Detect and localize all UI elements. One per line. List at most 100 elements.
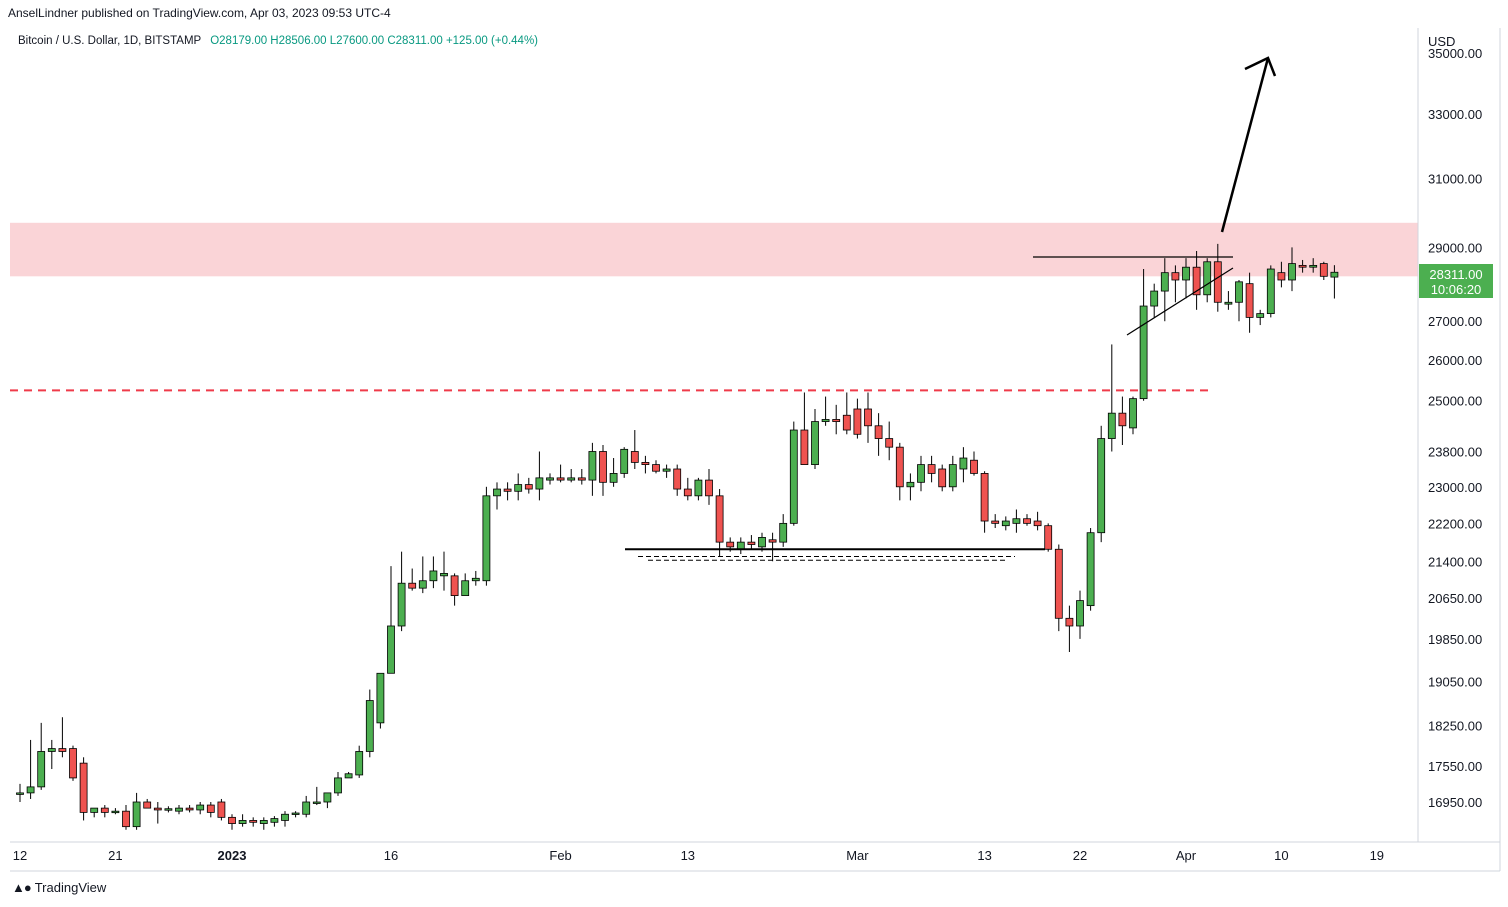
candle[interactable] xyxy=(365,689,374,758)
candle[interactable] xyxy=(323,792,332,809)
candle[interactable] xyxy=(471,570,480,586)
candle[interactable] xyxy=(715,489,724,557)
candle[interactable] xyxy=(1139,269,1148,401)
candle[interactable] xyxy=(1107,344,1116,452)
candle[interactable] xyxy=(1192,250,1201,310)
candle[interactable] xyxy=(938,464,947,492)
candle[interactable] xyxy=(291,811,300,818)
candle[interactable] xyxy=(312,786,321,806)
candle[interactable] xyxy=(652,460,660,474)
candle[interactable] xyxy=(874,413,883,456)
candle[interactable] xyxy=(270,816,279,827)
candle[interactable] xyxy=(524,477,533,494)
candle[interactable] xyxy=(789,421,798,526)
candle[interactable] xyxy=(641,455,650,474)
candle[interactable] xyxy=(821,396,830,426)
candle[interactable] xyxy=(514,473,523,501)
candle[interactable] xyxy=(281,811,289,827)
candle[interactable] xyxy=(1245,272,1254,333)
candle[interactable] xyxy=(37,722,46,790)
candle[interactable] xyxy=(535,451,544,501)
candle[interactable] xyxy=(26,739,35,799)
candle[interactable] xyxy=(228,814,236,830)
candle[interactable] xyxy=(344,771,353,779)
candle[interactable] xyxy=(1182,258,1190,299)
candle[interactable] xyxy=(673,464,682,496)
candle[interactable] xyxy=(482,486,491,586)
candle[interactable] xyxy=(122,805,130,830)
candle[interactable] xyxy=(694,477,703,501)
candle[interactable] xyxy=(111,808,120,815)
candle[interactable] xyxy=(779,514,788,547)
candle[interactable] xyxy=(948,455,957,492)
candle[interactable] xyxy=(970,451,978,476)
candle[interactable] xyxy=(408,568,417,591)
candle[interactable] xyxy=(440,551,448,591)
candle[interactable] xyxy=(736,537,745,555)
candle[interactable] xyxy=(620,447,629,478)
candle[interactable] xyxy=(556,464,565,483)
candle[interactable] xyxy=(79,757,88,821)
candle[interactable] xyxy=(885,421,894,461)
candle[interactable] xyxy=(768,532,777,562)
candle[interactable] xyxy=(217,798,226,821)
candle[interactable] xyxy=(153,802,162,824)
candle[interactable] xyxy=(864,392,872,443)
candle[interactable] xyxy=(832,404,841,435)
candle[interactable] xyxy=(577,468,586,485)
candle[interactable] xyxy=(90,807,99,818)
candle[interactable] xyxy=(599,445,607,496)
candle[interactable] xyxy=(69,745,77,781)
candle[interactable] xyxy=(895,442,904,501)
candle[interactable] xyxy=(196,802,205,815)
candle[interactable] xyxy=(1044,523,1053,552)
candle[interactable] xyxy=(238,814,247,827)
candle[interactable] xyxy=(1012,509,1021,533)
candle[interactable] xyxy=(1118,396,1127,446)
candle[interactable] xyxy=(853,398,862,439)
candle[interactable] xyxy=(1150,283,1159,318)
candle[interactable] xyxy=(1129,396,1137,435)
candle[interactable] xyxy=(609,458,618,487)
candle[interactable] xyxy=(683,477,692,501)
candle[interactable] xyxy=(1001,516,1010,531)
candle[interactable] xyxy=(1065,605,1074,652)
candle[interactable] xyxy=(747,535,756,550)
symbol-name[interactable]: Bitcoin / U.S. Dollar, 1D, BITSTAMP xyxy=(18,35,201,47)
candle[interactable] xyxy=(1330,265,1339,299)
candle[interactable] xyxy=(1086,528,1095,611)
candle[interactable] xyxy=(546,473,554,485)
candle[interactable] xyxy=(705,468,713,505)
time-axis[interactable]: 12 21 2023 16 Feb 13 Mar 13 22 Apr 10 19 xyxy=(13,848,1384,863)
candle[interactable] xyxy=(387,566,395,674)
candle[interactable] xyxy=(355,745,364,778)
candle[interactable] xyxy=(1203,258,1212,303)
candle[interactable] xyxy=(1224,291,1233,310)
candle[interactable] xyxy=(1288,247,1296,292)
candle[interactable] xyxy=(1309,258,1318,273)
candle[interactable] xyxy=(662,464,671,478)
candle[interactable] xyxy=(917,455,925,492)
candle[interactable] xyxy=(1319,261,1328,280)
candle[interactable] xyxy=(567,468,576,483)
candle[interactable] xyxy=(1033,511,1042,531)
candle[interactable] xyxy=(302,795,311,818)
candle[interactable] xyxy=(259,817,268,830)
candle[interactable] xyxy=(185,805,194,813)
candle[interactable] xyxy=(418,556,427,594)
candle[interactable] xyxy=(493,482,501,510)
candle[interactable] xyxy=(503,482,512,501)
candle[interactable] xyxy=(100,805,109,818)
candle[interactable] xyxy=(1097,425,1106,543)
candle[interactable] xyxy=(397,551,406,632)
candle[interactable] xyxy=(249,817,258,827)
candle[interactable] xyxy=(164,806,173,813)
candle[interactable] xyxy=(980,471,989,533)
candle[interactable] xyxy=(1076,590,1084,639)
candle[interactable] xyxy=(1023,514,1031,526)
candle[interactable] xyxy=(927,455,936,483)
candle[interactable] xyxy=(588,442,597,496)
candle[interactable] xyxy=(842,392,851,435)
candle[interactable] xyxy=(175,805,183,815)
